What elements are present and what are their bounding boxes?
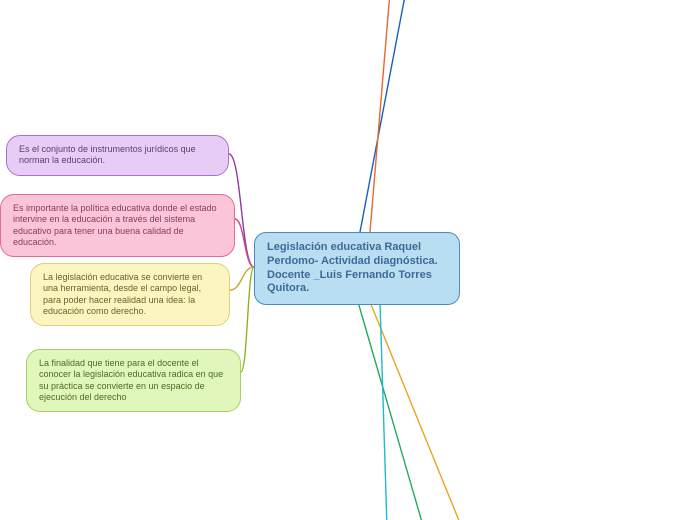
radial-edge-1: [370, 0, 391, 232]
left-node-2[interactable]: La legislación educativa se convierte en…: [30, 263, 230, 326]
center-node-label: Legislación educativa Raquel Perdomo- Ac…: [267, 241, 438, 294]
radial-edge-3: [370, 302, 475, 520]
left-node-2-label: La legislación educativa se convierte en…: [43, 272, 202, 316]
left-node-0[interactable]: Es el conjunto de instrumentos jurídicos…: [6, 135, 229, 176]
mindmap-canvas: Legislación educativa Raquel Perdomo- Ac…: [0, 0, 696, 520]
radial-edge-0: [360, 0, 408, 232]
left-edge-2: [230, 267, 254, 290]
radial-edge-4: [380, 302, 388, 520]
left-node-3[interactable]: La finalidad que tiene para el docente e…: [26, 349, 241, 412]
left-node-1-label: Es importante la política educativa dond…: [13, 203, 217, 247]
left-edge-1: [235, 219, 254, 267]
left-node-3-label: La finalidad que tiene para el docente e…: [39, 358, 223, 402]
radial-edge-2: [358, 302, 433, 520]
left-edge-3: [241, 267, 254, 372]
left-node-1[interactable]: Es importante la política educativa dond…: [0, 194, 235, 257]
center-node[interactable]: Legislación educativa Raquel Perdomo- Ac…: [254, 232, 460, 305]
left-node-0-label: Es el conjunto de instrumentos jurídicos…: [19, 144, 196, 165]
